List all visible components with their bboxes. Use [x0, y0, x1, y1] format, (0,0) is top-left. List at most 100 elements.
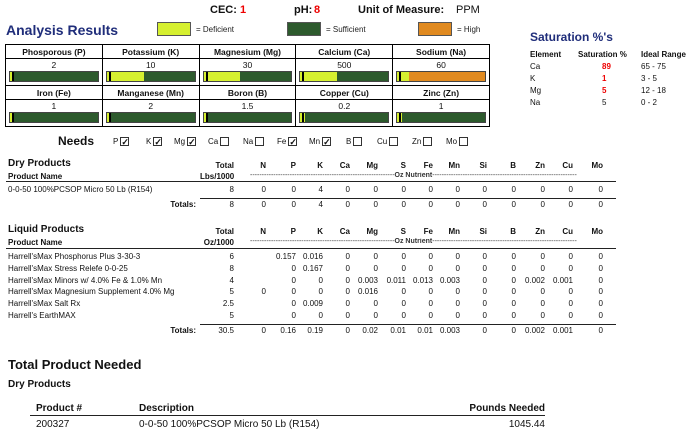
dry-column-ca: Ca: [339, 161, 350, 170]
dry-totals-label: Totals:: [170, 200, 196, 209]
dry-cell-cu: 0: [568, 185, 573, 194]
liquid-totals-zn: 0.002: [524, 325, 545, 335]
dry-total-header: Total: [215, 161, 234, 170]
liquid-cell-k: 0.009: [302, 299, 323, 309]
liquid-cell-p: 0: [291, 287, 296, 297]
liquid-product-name: Harrell'sMax Stress Relefe 0-0-25: [8, 263, 128, 273]
need-checkbox-k[interactable]: ✓: [153, 137, 163, 147]
liquid-column-zn: Zn: [535, 227, 545, 236]
liquid-cell-si: 0: [482, 263, 487, 273]
need-item-mo[interactable]: Mo: [446, 137, 469, 146]
liquid-cell-si: 0: [482, 311, 487, 320]
liquid-cell-fe: 0: [428, 252, 433, 261]
nutrient-level-marker: [108, 113, 111, 122]
need-checkbox-fe[interactable]: ✓: [288, 137, 298, 147]
need-checkbox-na[interactable]: [255, 137, 265, 146]
liquid-cell-mo: 0: [598, 275, 603, 285]
nutrient-name: Calcium (Ca): [296, 45, 393, 59]
need-checkbox-mn[interactable]: ✓: [322, 137, 332, 147]
dry-column-k: K: [317, 161, 323, 170]
nutrient-cell-sodium-na: Sodium (Na) 60: [392, 44, 490, 86]
liquid-cell-zn: 0.002: [524, 275, 545, 285]
need-item-p[interactable]: P ✓: [113, 137, 130, 147]
liquid-cell-zn: 0: [540, 311, 545, 320]
liquid-product-name-header: Product Name: [8, 238, 63, 247]
nutrient-level-bar: [9, 112, 99, 123]
dry-column-zn: Zn: [535, 161, 545, 170]
nutrient-name: Potassium (K): [102, 45, 199, 59]
dry-cell-p: 0: [291, 185, 296, 194]
nutrient-value: 1.5: [241, 101, 254, 111]
dry-totals-fe: 0: [428, 200, 433, 209]
liquid-cell-mn: 0: [455, 311, 460, 320]
liquid-product-name: Harrell'sMax Magnesium Supplement 4.0% M…: [8, 287, 175, 297]
dry-totals-cu: 0: [568, 200, 573, 209]
liquid-cell-ca: 0: [345, 287, 350, 297]
need-item-zn[interactable]: Zn: [412, 137, 433, 146]
liquid-cell-cu: 0: [568, 311, 573, 320]
nutrient-value: 0.2: [338, 101, 351, 111]
dry-product-name-header: Product Name: [8, 172, 63, 181]
liquid-cell-k: 0: [318, 287, 323, 297]
liquid-cell-ca: 0: [345, 311, 350, 320]
need-item-mg[interactable]: Mg ✓: [174, 137, 197, 147]
need-checkbox-mg[interactable]: ✓: [187, 137, 197, 147]
liquid-cell-zn: 0: [540, 263, 545, 273]
need-label: Mn: [309, 137, 321, 146]
saturation-table: Element Saturation % Ideal Range Ca 89 65 …: [530, 50, 690, 110]
liquid-column-p: P: [290, 227, 296, 236]
need-item-fe[interactable]: Fe ✓: [277, 137, 298, 147]
dry-totals-total: 8: [229, 200, 234, 209]
total-product-needed-title: Total Product Needed: [8, 357, 142, 372]
need-checkbox-cu[interactable]: [389, 137, 399, 146]
saturation-element: Mg: [530, 86, 542, 95]
liquid-totals-rule: [200, 323, 616, 325]
dry-cell-fe: 0: [428, 185, 433, 194]
needed-description: 0-0-50 100%PCSOP Micro 50 Lb (R154): [139, 419, 320, 430]
need-item-mn[interactable]: Mn ✓: [309, 137, 332, 147]
needed-dry-products-title: Dry Products: [8, 379, 71, 390]
nutrient-cell-phosporous-p: Phosporous (P) 2: [5, 44, 103, 86]
liquid-cell-p: 0: [291, 275, 296, 285]
dry-column-si: Si: [479, 161, 487, 170]
nutrient-cell-zinc-zn: Zinc (Zn) 1: [392, 85, 490, 127]
need-checkbox-b[interactable]: [353, 137, 363, 146]
liquid-cell-b: 0: [511, 252, 516, 261]
liquid-product-total: 4: [229, 275, 234, 285]
need-item-ca[interactable]: Ca: [208, 137, 230, 146]
nutrient-cell-calcium-ca: Calcium (Ca) 500: [295, 44, 394, 86]
dry-totals-s: 0: [401, 200, 406, 209]
liquid-cell-cu: 0.001: [552, 275, 573, 285]
nutrient-name: Zinc (Zn): [393, 86, 489, 100]
saturation-range: 65 - 75: [641, 62, 666, 71]
need-item-b[interactable]: B: [346, 137, 363, 146]
needed-description-header: Description: [139, 403, 195, 414]
need-checkbox-p[interactable]: ✓: [120, 137, 130, 147]
liquid-cell-mo: 0: [598, 287, 603, 297]
dry-column-mg: Mg: [366, 161, 378, 170]
nutrient-deficient-fill: [106, 72, 144, 81]
nutrient-name: Phosporous (P): [6, 45, 102, 59]
nutrient-level-marker: [399, 113, 402, 122]
liquid-cell-p: 0: [291, 263, 296, 273]
need-item-na[interactable]: Na: [243, 137, 265, 146]
need-item-cu[interactable]: Cu: [377, 137, 399, 146]
ph-label: pH:: [294, 4, 313, 16]
dry-oz-nutrient-line: ----------------------------------------…: [250, 172, 577, 179]
dry-column-s: S: [400, 161, 406, 170]
nutrient-level-bar: [9, 71, 99, 82]
nutrient-cell-copper-cu: Copper (Cu) 0.2: [295, 85, 394, 127]
liquid-cell-b: 0: [511, 275, 516, 285]
liquid-cell-mo: 0: [598, 311, 603, 320]
need-checkbox-zn[interactable]: [423, 137, 433, 146]
liquid-totals-k: 0.19: [307, 325, 323, 335]
liquid-totals-total: 30.5: [218, 325, 234, 335]
liquid-cell-mn: 0: [455, 263, 460, 273]
need-item-k[interactable]: K ✓: [146, 137, 163, 147]
dry-column-b: B: [510, 161, 516, 170]
need-checkbox-mo[interactable]: [459, 137, 469, 146]
liquid-totals-label: Totals:: [170, 325, 196, 335]
liquid-cell-cu: 0: [568, 263, 573, 273]
liquid-cell-fe: 0: [428, 299, 433, 309]
need-checkbox-ca[interactable]: [220, 137, 230, 146]
